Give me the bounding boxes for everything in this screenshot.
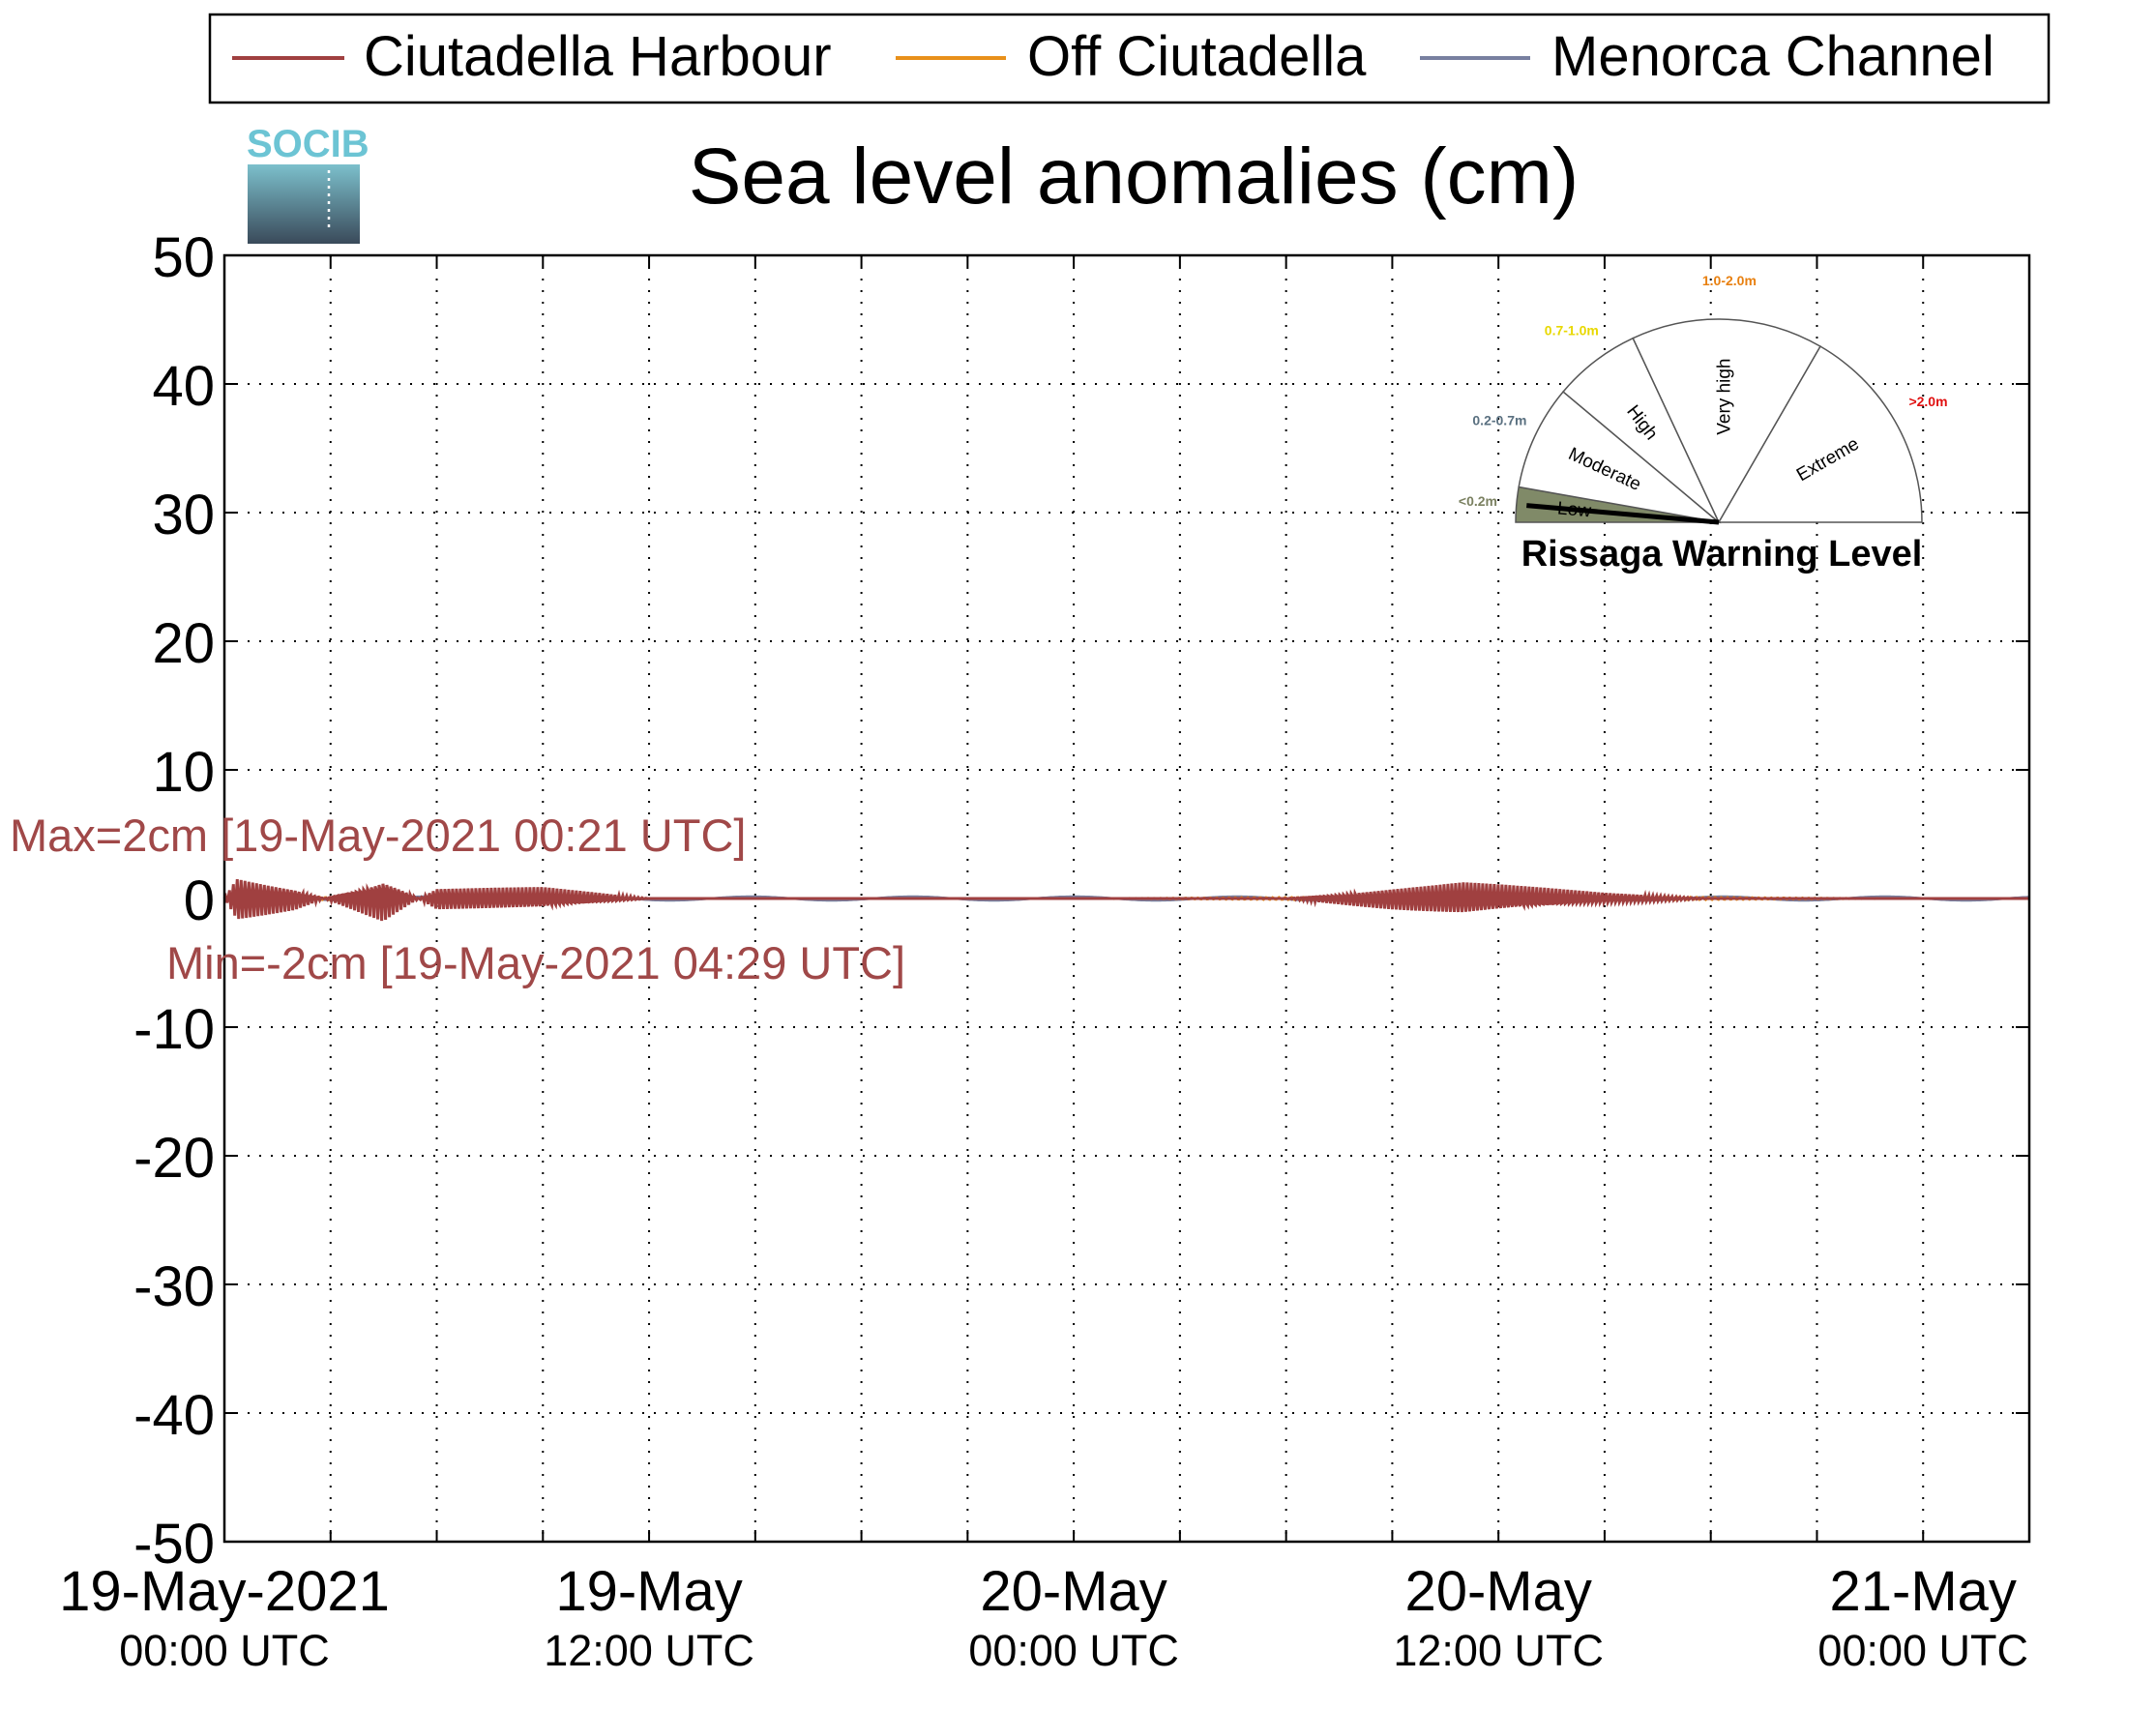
y-tick-label: -50 — [133, 1513, 215, 1576]
series-line-ciutadella-harbour — [222, 878, 2029, 922]
x-tick-label-date: 19-May-2021 — [59, 1560, 390, 1623]
x-tick-label-date: 19-May — [555, 1560, 742, 1623]
gauge-sector-extreme — [1717, 345, 1923, 523]
y-tick-label: 30 — [152, 484, 215, 546]
legend-label-off-ciutadella: Off Ciutadella — [1027, 25, 1367, 88]
gauge-range-label: 0.7-1.0m — [1545, 323, 1599, 339]
socib-logo-wave — [248, 164, 360, 244]
x-tick-label-time: 12:00 UTC — [544, 1626, 754, 1675]
gauge-range-label: 1.0-2.0m — [1702, 273, 1757, 288]
socib-logo: SOCIB — [247, 123, 369, 244]
plot-frame — [222, 253, 2031, 1544]
x-tick-label-date: 21-May — [1830, 1560, 2017, 1623]
gauge-title: Rissaga Warning Level — [1521, 534, 1923, 575]
max-annotation: Max=2cm [19-May-2021 00:21 UTC] — [10, 810, 746, 861]
x-tick-label-date: 20-May — [980, 1560, 1167, 1623]
legend-label-ciutadella-harbour: Ciutadella Harbour — [364, 25, 832, 88]
y-tick-label: -20 — [133, 1127, 215, 1190]
gauge-sector-label: Very high — [1715, 359, 1735, 435]
chart-title: Sea level anomalies (cm) — [689, 133, 1580, 221]
y-axis: 50 40 30 20 10 0 -10 -20 -30 -40 -50 — [133, 226, 2029, 1576]
rissaga-warning-gauge: Low<0.2mModerate0.2-0.7mHigh0.7-1.0mVery… — [1459, 273, 1948, 525]
y-tick-label: 0 — [184, 869, 215, 932]
y-tick-label: 50 — [152, 226, 215, 289]
min-annotation: Min=-2cm [19-May-2021 04:29 UTC] — [166, 937, 905, 988]
gauge-range-label: 0.2-0.7m — [1472, 412, 1526, 427]
y-tick-label: -30 — [133, 1255, 215, 1318]
legend: Ciutadella Harbour Off Ciutadella Menorc… — [208, 13, 2051, 104]
x-tick-label-time: 00:00 UTC — [968, 1626, 1179, 1675]
legend-label-menorca-channel: Menorca Channel — [1551, 25, 1994, 88]
socib-logo-text: SOCIB — [247, 123, 369, 165]
y-tick-label: -10 — [133, 998, 215, 1061]
y-tick-label: 20 — [152, 612, 215, 675]
gauge-sector-very-high — [1632, 318, 1822, 524]
gauge-range-label: <0.2m — [1459, 493, 1497, 509]
gauge-range-label: >2.0m — [1908, 394, 1947, 409]
series-lines — [222, 878, 2029, 922]
legend-box — [208, 13, 2051, 104]
y-tick-label: 10 — [152, 741, 215, 804]
x-tick-label-time: 12:00 UTC — [1393, 1626, 1604, 1675]
y-tick-label: -40 — [133, 1384, 215, 1447]
gauge-needle — [1526, 503, 1720, 525]
x-tick-label-time: 00:00 UTC — [119, 1626, 330, 1675]
y-tick-label: 40 — [152, 355, 215, 418]
x-tick-label-time: 00:00 UTC — [1817, 1626, 2028, 1675]
x-tick-label-date: 20-May — [1404, 1560, 1591, 1623]
gauge-sector-moderate — [1518, 390, 1722, 524]
